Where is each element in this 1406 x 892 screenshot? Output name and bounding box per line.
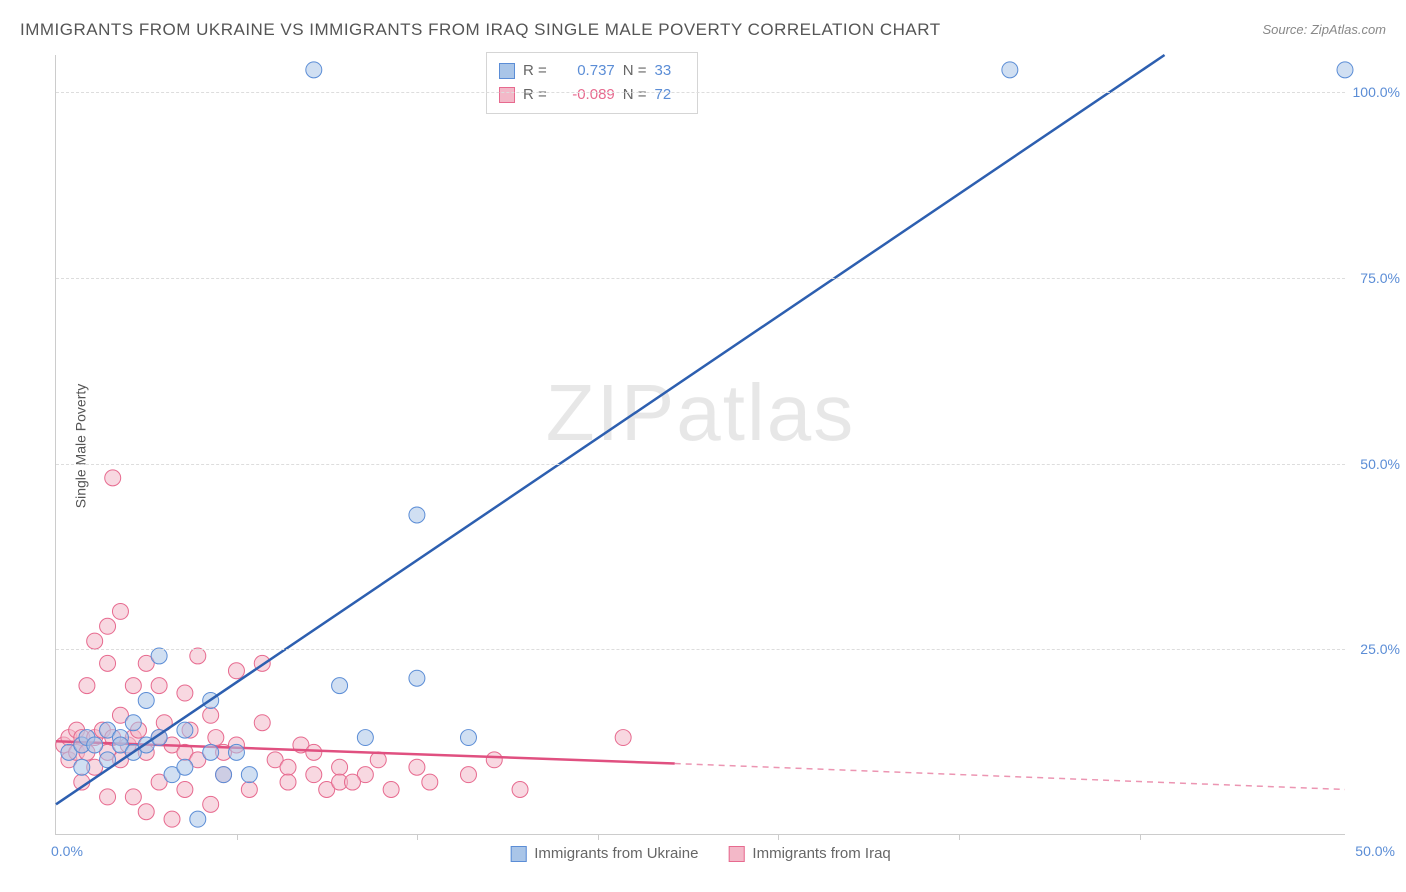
x-tick-right: 50.0% — [1355, 843, 1395, 859]
x-tick-mark — [1140, 834, 1141, 840]
legend-label-ukraine: Immigrants from Ukraine — [534, 845, 698, 862]
swatch-ukraine-bottom — [510, 846, 526, 862]
swatch-ukraine — [499, 63, 515, 79]
legend-r-prefix: R = — [523, 83, 547, 107]
data-point — [512, 781, 528, 797]
data-point — [151, 678, 167, 694]
data-point — [138, 692, 154, 708]
legend-item-ukraine: Immigrants from Ukraine — [510, 845, 698, 862]
data-point — [151, 648, 167, 664]
gridline — [56, 278, 1345, 279]
data-point — [306, 744, 322, 760]
data-point — [125, 789, 141, 805]
data-point — [254, 715, 270, 731]
legend-row-iraq: R = -0.089 N = 72 — [499, 83, 685, 107]
data-point — [216, 767, 232, 783]
data-point — [203, 796, 219, 812]
legend-n-prefix: N = — [623, 59, 647, 83]
data-point — [228, 663, 244, 679]
legend-r-prefix: R = — [523, 59, 547, 83]
data-point — [241, 767, 257, 783]
data-point — [615, 730, 631, 746]
data-point — [100, 655, 116, 671]
data-point — [203, 744, 219, 760]
data-point — [100, 789, 116, 805]
data-point — [332, 759, 348, 775]
legend-r-iraq: -0.089 — [555, 83, 615, 107]
legend-n-iraq: 72 — [655, 83, 685, 107]
data-point — [306, 62, 322, 78]
gridline — [56, 92, 1345, 93]
legend-n-ukraine: 33 — [655, 59, 685, 83]
legend-item-iraq: Immigrants from Iraq — [728, 845, 890, 862]
data-point — [460, 730, 476, 746]
y-tick-label: 75.0% — [1360, 270, 1400, 286]
data-point — [1002, 62, 1018, 78]
data-point — [79, 678, 95, 694]
data-point — [100, 618, 116, 634]
data-point — [460, 767, 476, 783]
y-tick-label: 25.0% — [1360, 641, 1400, 657]
data-point — [105, 470, 121, 486]
data-point — [125, 678, 141, 694]
plot-area: ZIPatlas R = 0.737 N = 33 R = -0.089 N =… — [55, 55, 1345, 835]
swatch-iraq-bottom — [728, 846, 744, 862]
gridline — [56, 649, 1345, 650]
data-point — [409, 670, 425, 686]
x-tick-mark — [959, 834, 960, 840]
x-tick-mark — [237, 834, 238, 840]
data-point — [486, 752, 502, 768]
data-point — [87, 633, 103, 649]
data-point — [241, 781, 257, 797]
data-point — [125, 715, 141, 731]
x-tick-mark — [778, 834, 779, 840]
correlation-legend: R = 0.737 N = 33 R = -0.089 N = 72 — [486, 52, 698, 114]
source-attribution: Source: ZipAtlas.com — [1262, 22, 1386, 37]
chart-title: IMMIGRANTS FROM UKRAINE VS IMMIGRANTS FR… — [20, 20, 941, 40]
data-point — [138, 804, 154, 820]
data-point — [203, 707, 219, 723]
data-point — [177, 759, 193, 775]
series-legend: Immigrants from Ukraine Immigrants from … — [510, 845, 891, 862]
data-point — [383, 781, 399, 797]
data-point — [74, 759, 90, 775]
gridline — [56, 464, 1345, 465]
data-point — [280, 759, 296, 775]
legend-label-iraq: Immigrants from Iraq — [752, 845, 890, 862]
data-point — [306, 767, 322, 783]
data-point — [177, 722, 193, 738]
x-tick-left: 0.0% — [51, 843, 83, 859]
data-point — [190, 648, 206, 664]
chart-svg — [56, 55, 1345, 834]
data-point — [87, 737, 103, 753]
data-point — [112, 603, 128, 619]
data-point — [177, 685, 193, 701]
data-point — [422, 774, 438, 790]
y-tick-label: 100.0% — [1353, 84, 1400, 100]
swatch-iraq — [499, 87, 515, 103]
data-point — [409, 759, 425, 775]
data-point — [332, 678, 348, 694]
trend-line-dashed — [675, 764, 1345, 790]
data-point — [280, 774, 296, 790]
data-point — [357, 730, 373, 746]
data-point — [190, 811, 206, 827]
x-tick-mark — [417, 834, 418, 840]
x-tick-mark — [598, 834, 599, 840]
legend-row-ukraine: R = 0.737 N = 33 — [499, 59, 685, 83]
data-point — [208, 730, 224, 746]
data-point — [164, 811, 180, 827]
legend-n-prefix: N = — [623, 83, 647, 107]
data-point — [177, 781, 193, 797]
data-point — [228, 744, 244, 760]
data-point — [409, 507, 425, 523]
legend-r-ukraine: 0.737 — [555, 59, 615, 83]
y-tick-label: 50.0% — [1360, 456, 1400, 472]
trend-line — [56, 55, 1165, 804]
data-point — [344, 774, 360, 790]
data-point — [1337, 62, 1353, 78]
